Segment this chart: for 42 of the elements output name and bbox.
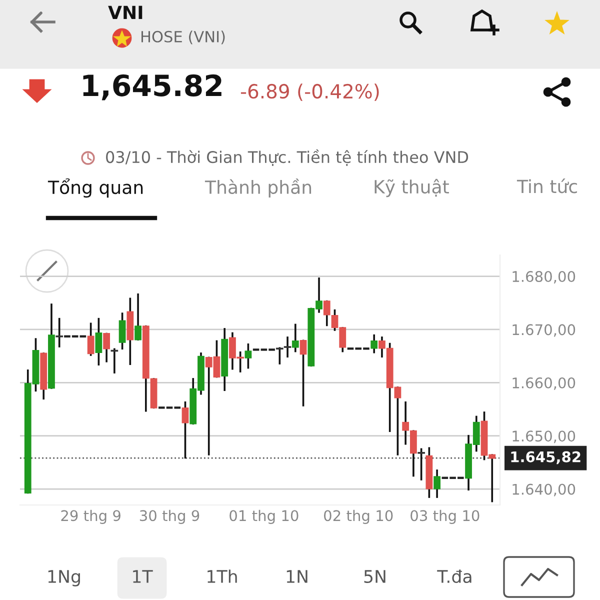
candlestick (300, 340, 307, 406)
x-tick-label: 30 thg 9 (140, 510, 200, 524)
candlestick (244, 343, 252, 369)
text: Kỹ thuật (374, 178, 449, 198)
text: Tổng quan (48, 178, 143, 198)
candlestick (182, 401, 189, 459)
candlestick (95, 318, 102, 366)
y-tick-label: 1.660,00 (512, 377, 576, 390)
x-tick-label: 29 thg 9 (61, 510, 120, 524)
y-tick-label: 1.640,00 (512, 484, 576, 496)
candlestick (110, 348, 118, 374)
candlestick (370, 334, 378, 354)
candlestick (410, 430, 417, 477)
candlestick (134, 293, 142, 340)
text: 1T (133, 570, 153, 583)
y-tick-label: 1.650,00 (512, 430, 576, 444)
candlestick (418, 448, 425, 480)
chart-title: VNI (108, 6, 142, 19)
candlestick (87, 322, 94, 356)
x-tick-label: 01 thg 10 (230, 510, 298, 524)
text: Tin tức (516, 178, 577, 194)
text: -6.89 (-0.42%) (240, 84, 379, 101)
text: 5N (364, 570, 386, 584)
text: 1Ng (48, 570, 80, 586)
text: 1N (286, 570, 308, 583)
x-tick-label: 03 thg 10 (410, 510, 480, 524)
chart-subtitle: HOSE (VNI) (142, 30, 225, 44)
text: 1Th (208, 570, 237, 583)
candlestick (434, 470, 440, 498)
candlestick (402, 401, 410, 445)
candlestick (292, 324, 299, 352)
text: T.đa (437, 570, 472, 584)
candlestick (103, 332, 110, 362)
candlestick (118, 312, 126, 350)
ref-line-label: 1.645,82 (511, 451, 580, 464)
y-tick-label: 1.680,00 (512, 270, 576, 284)
text: Thành phần (204, 178, 312, 198)
y-tick-label: 1.670,00 (512, 324, 576, 337)
candlestick (56, 318, 64, 348)
text: 1,645.82 (83, 74, 222, 100)
x-tick-label: 02 thg 10 (324, 510, 393, 524)
text: 03/10 - Thời Gian Thực. Tiền tệ tính theo VND (106, 149, 468, 166)
